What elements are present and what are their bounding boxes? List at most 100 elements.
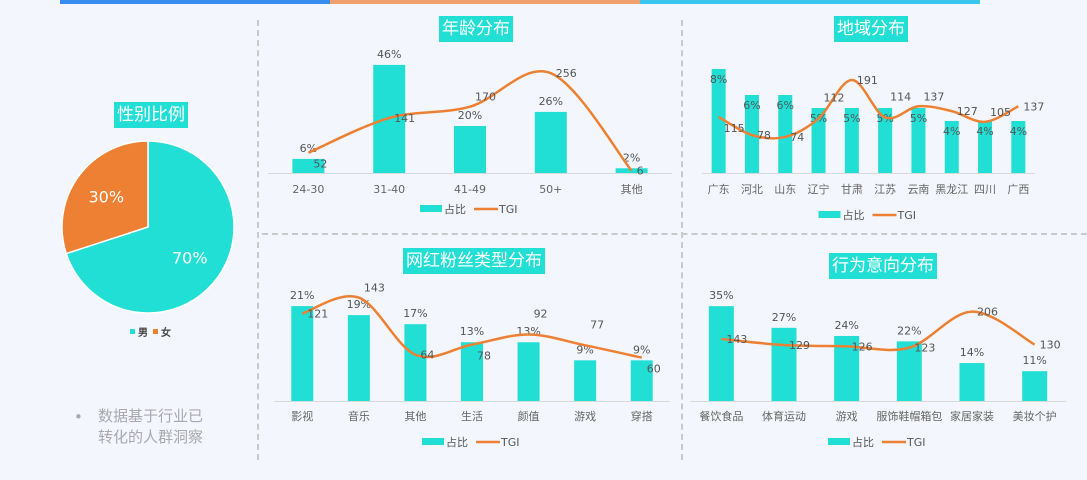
tgi-label: 78 (477, 350, 491, 363)
bar (454, 126, 486, 173)
bar (461, 342, 483, 401)
bar (534, 111, 567, 173)
bar (778, 95, 793, 173)
tgi-label: 143 (364, 282, 385, 295)
legend-swatch-bar (818, 211, 841, 218)
bar (574, 360, 597, 401)
tgi-label: 77 (590, 318, 604, 331)
bar-label: 19% (347, 298, 371, 311)
bar-label: 46% (377, 48, 401, 61)
x-tick-label: 四川 (974, 183, 996, 196)
divider-vertical-left (257, 20, 259, 460)
bar-label: 5% (843, 112, 860, 125)
bar-label: 6% (300, 142, 317, 155)
tgi-label: 121 (307, 308, 328, 321)
chart-title-region: 地域分布 (834, 16, 908, 42)
tgi-label: 130 (1040, 339, 1061, 352)
tgi-label: 127 (957, 105, 978, 118)
tgi-label: 123 (914, 342, 935, 355)
tgi-label: 170 (475, 91, 496, 104)
tgi-label: 129 (789, 339, 810, 352)
bar-label: 5% (910, 112, 927, 125)
x-tick-label: 游戏 (836, 410, 858, 423)
legend-swatch-bar (422, 438, 444, 445)
side-note-line2: 转化的人群洞察 (98, 428, 204, 446)
bar-label: 20% (458, 109, 482, 122)
bar-label: 35% (709, 289, 733, 302)
x-tick-label: 山东 (774, 183, 796, 196)
x-tick-label: 黑龙江 (935, 183, 968, 196)
tgi-label: 105 (990, 106, 1011, 119)
legend-swatch-bar (828, 438, 850, 445)
x-tick-label: 家居家装 (950, 409, 994, 423)
bar (1022, 371, 1048, 401)
tgi-label: 141 (394, 112, 415, 125)
tgi-label: 112 (824, 91, 845, 104)
bar-label: 22% (897, 324, 921, 337)
pie-slice-label: 70% (172, 248, 208, 267)
bar-label: 27% (772, 311, 796, 324)
bar-label: 14% (960, 346, 984, 359)
x-tick-label: 生活 (461, 409, 483, 423)
tgi-label: 74 (790, 131, 804, 144)
header-text-cropped-orange (330, 0, 640, 4)
bar (708, 306, 734, 401)
divider-vertical-right (681, 20, 683, 460)
bar (771, 327, 797, 401)
bar-label: 9% (633, 343, 650, 356)
pie-slice-female (61, 140, 149, 255)
bar (811, 108, 826, 173)
legend-label: 女 (161, 326, 171, 339)
bar (347, 315, 370, 401)
x-tick-label: 江苏 (874, 183, 896, 196)
x-tick-label: 音乐 (348, 409, 370, 423)
x-tick-label: 其他 (621, 183, 643, 196)
x-tick-label: 50+ (539, 183, 562, 196)
legend-label-bar: 占比 (843, 208, 865, 222)
bar-label: 21% (290, 289, 314, 302)
tgi-label: 206 (977, 306, 998, 319)
tgi-label: 60 (647, 363, 661, 376)
bar-label: 26% (539, 95, 563, 108)
side-note: 数据基于行业已 转化的人群洞察 (98, 406, 203, 448)
bar (291, 306, 314, 401)
legend-label: 男 (138, 327, 148, 339)
tgi-label: 126 (852, 340, 873, 353)
bar (1011, 121, 1026, 173)
legend-swatch-bar (420, 205, 442, 212)
bar (878, 108, 893, 173)
x-tick-label: 服饰鞋帽箱包 (876, 409, 942, 423)
bar (517, 342, 540, 401)
x-tick-label: 游戏 (574, 410, 596, 423)
bar-label: 4% (943, 125, 960, 138)
bar-label: 24% (834, 319, 858, 332)
note-bullet: • (74, 408, 83, 426)
bar-label: 8% (710, 73, 727, 86)
x-tick-label: 河北 (741, 183, 763, 196)
bar (404, 324, 427, 401)
bar (292, 158, 325, 173)
x-tick-label: 云南 (907, 183, 929, 196)
x-tick-label: 广西 (1007, 183, 1029, 196)
x-tick-label: 31-40 (373, 183, 405, 196)
x-tick-label: 穿搭 (631, 409, 653, 423)
bar (911, 108, 926, 173)
tgi-label: 78 (757, 129, 771, 142)
bar (844, 108, 859, 173)
bar (896, 341, 922, 401)
tgi-label: 115 (724, 122, 745, 135)
legend-label-bar: 占比 (852, 435, 874, 449)
tgi-label: 137 (923, 90, 944, 103)
x-tick-label: 美妆个护 (1013, 409, 1057, 423)
header-text-cropped-cyan (640, 0, 980, 4)
tgi-label: 114 (890, 90, 911, 103)
side-note-line1: 数据基于行业已 (98, 407, 204, 425)
x-tick-label: 体育运动 (762, 409, 806, 423)
x-tick-label: 其他 (404, 410, 426, 423)
bar (978, 121, 993, 173)
legend-swatch (153, 329, 158, 334)
pie-slice-label: 30% (88, 188, 124, 207)
bar-label: 4% (976, 125, 993, 138)
x-tick-label: 广东 (708, 183, 730, 196)
pie-slice-male (65, 140, 235, 314)
